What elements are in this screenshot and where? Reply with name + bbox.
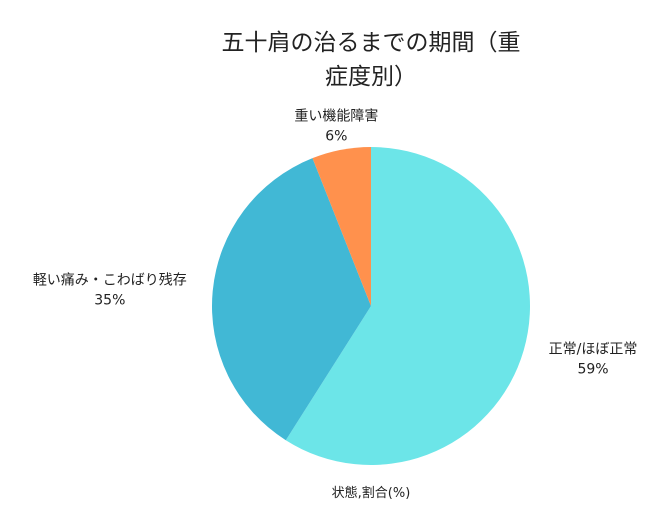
slice-label: 重い機能障害: [294, 108, 378, 124]
slice-label: 軽い痛み・こわばり残存: [33, 272, 187, 289]
x-axis-label: 状態,割合(%): [332, 485, 411, 501]
pie-slices: [212, 147, 530, 466]
slice-label: 正常/ほぼ正常: [549, 342, 638, 358]
pie-slice: [285, 147, 530, 466]
slice-percent-label: 59%: [577, 362, 608, 378]
pie-slice: [312, 147, 371, 306]
chart-title-line-2: 症度別）: [325, 64, 417, 90]
slice-percent-label: 35%: [94, 293, 125, 309]
pie-slice: [212, 158, 371, 441]
slice-percent-label: 6%: [325, 128, 347, 144]
pie-labels: 正常/ほぼ正常 59% 軽い痛み・こわばり残存 35% 重い機能障害 6%: [33, 108, 638, 377]
chart-title-line-1: 五十肩の治るまでの期間（重: [222, 30, 521, 56]
